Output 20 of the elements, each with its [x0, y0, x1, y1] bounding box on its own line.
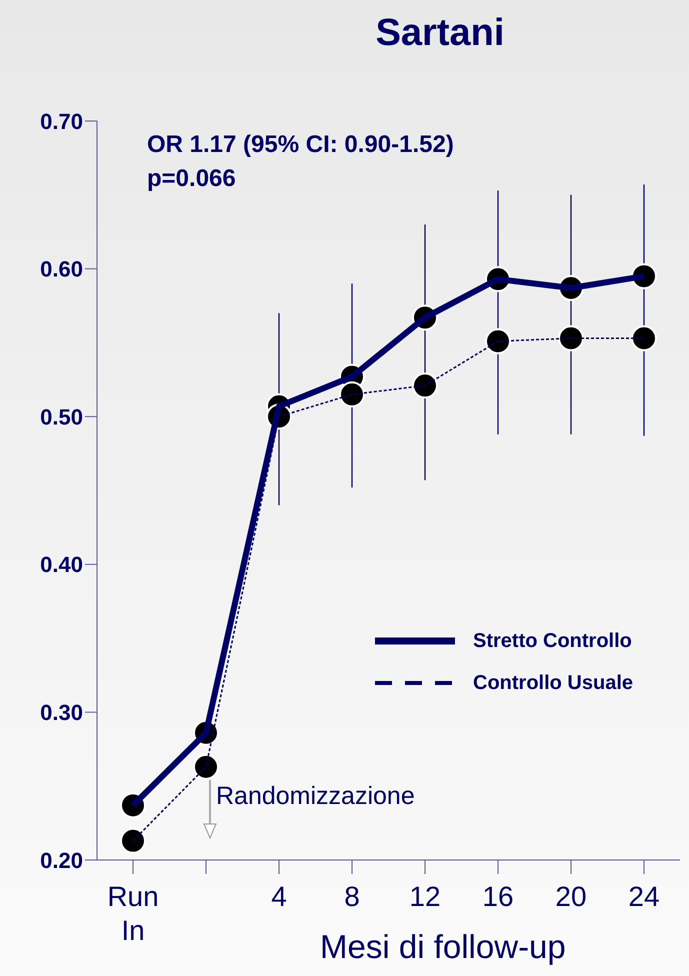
y-tick-label: 0.60: [40, 256, 83, 282]
legend-label: Stretto Controllo: [473, 630, 632, 652]
x-tick-label: 12: [409, 881, 441, 912]
y-tick-label: 0.40: [40, 552, 83, 578]
x-tick-label: 20: [555, 881, 587, 912]
annotation: p=0.066: [147, 164, 237, 194]
y-tick-label: 0.20: [40, 848, 83, 873]
x-tick-label: Run In: [107, 881, 159, 946]
annotation: Randomizzazione: [216, 782, 415, 811]
x-tick-label: 24: [628, 881, 660, 912]
x-tick-label: 16: [482, 881, 514, 912]
x-tick-label: 4: [271, 881, 287, 912]
y-tick-label: 0.30: [40, 700, 83, 726]
y-tick-label: 0.70: [40, 108, 83, 134]
legend-label: Controllo Usuale: [473, 672, 634, 694]
y-tick-label: 0.50: [40, 404, 83, 430]
annotation: OR 1.17 (95% CI: 0.90-1.52): [147, 130, 454, 160]
x-axis-title: Mesi di follow-up: [320, 928, 566, 966]
x-tick-label: 8: [344, 881, 360, 912]
chart-title: Sartani: [374, 12, 506, 55]
